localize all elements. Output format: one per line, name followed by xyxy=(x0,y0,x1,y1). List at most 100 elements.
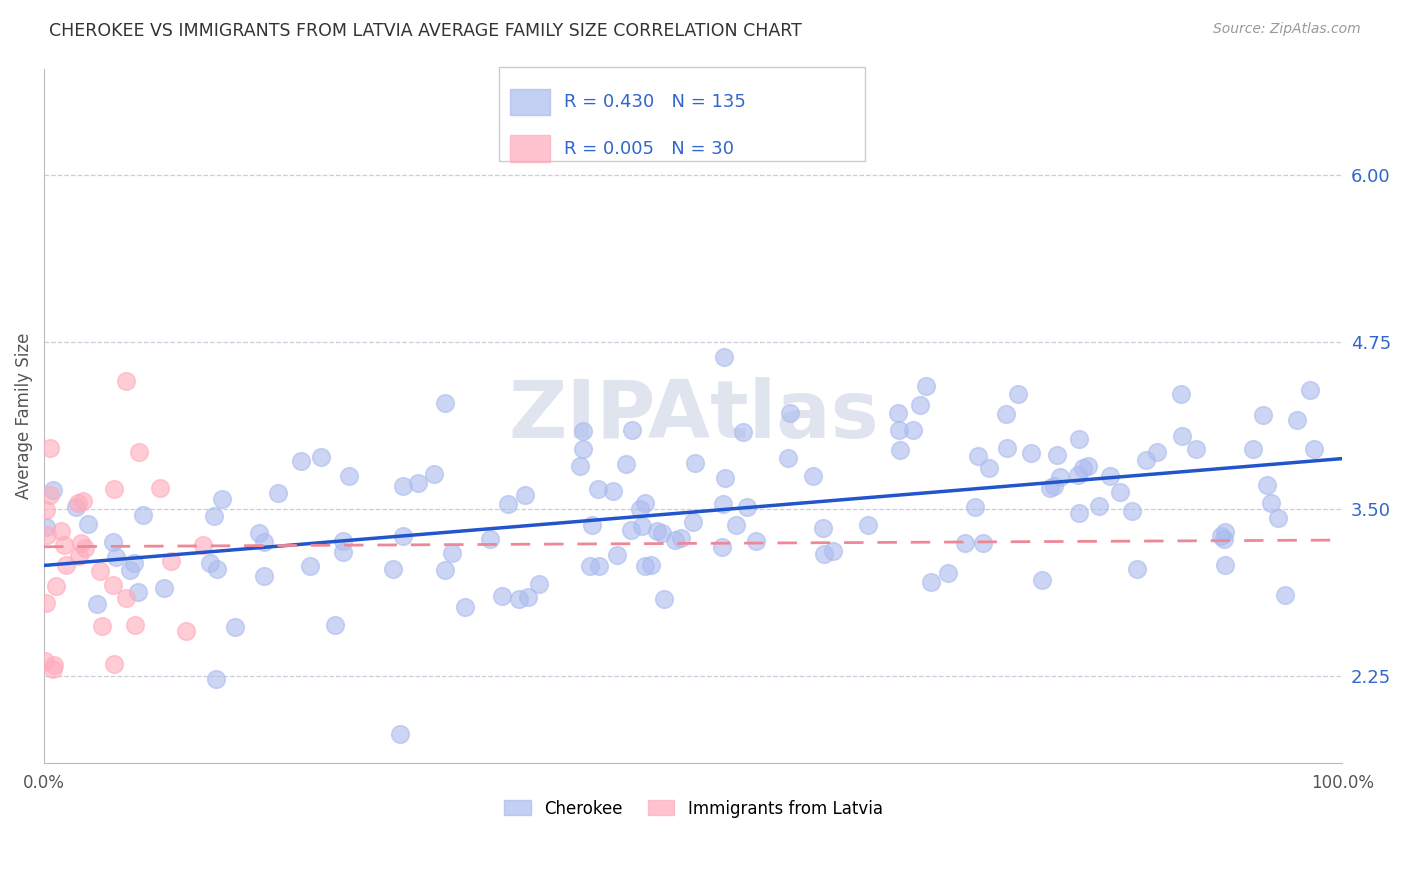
Point xyxy=(1043,479,1066,493)
Point xyxy=(664,533,686,547)
Point xyxy=(392,479,415,493)
Point xyxy=(72,494,94,508)
Point xyxy=(202,508,225,523)
Point xyxy=(479,532,502,546)
Point xyxy=(631,519,654,533)
Point xyxy=(337,469,360,483)
Point xyxy=(224,620,246,634)
Point xyxy=(89,564,111,578)
Point xyxy=(91,619,114,633)
Point xyxy=(45,578,67,592)
Point xyxy=(733,425,755,439)
Point xyxy=(714,471,737,485)
Point xyxy=(128,445,150,459)
Point xyxy=(972,536,994,550)
Y-axis label: Average Family Size: Average Family Size xyxy=(15,333,32,499)
Point xyxy=(803,469,825,483)
Point xyxy=(1007,386,1029,401)
Point xyxy=(381,561,404,575)
Point xyxy=(38,488,60,502)
Point xyxy=(936,566,959,581)
Legend: Cherokee, Immigrants from Latvia: Cherokee, Immigrants from Latvia xyxy=(498,793,889,824)
Point xyxy=(745,534,768,549)
Point xyxy=(811,520,834,534)
Point xyxy=(901,423,924,437)
Point xyxy=(101,578,124,592)
Point xyxy=(75,541,97,556)
Point xyxy=(35,520,58,534)
Point xyxy=(205,562,228,576)
Point xyxy=(205,672,228,686)
Point xyxy=(200,556,222,570)
Point xyxy=(174,624,197,638)
Point xyxy=(115,591,138,606)
Point xyxy=(953,536,976,550)
Point xyxy=(652,592,675,607)
Point xyxy=(391,529,413,543)
Point xyxy=(779,407,801,421)
Point xyxy=(640,558,662,572)
Point xyxy=(1213,558,1236,573)
Point xyxy=(508,592,530,607)
Point xyxy=(42,662,65,676)
Point xyxy=(1088,500,1111,514)
Point xyxy=(132,508,155,522)
Point xyxy=(52,538,75,552)
Point xyxy=(614,457,637,471)
Point xyxy=(153,582,176,596)
Text: ZIPAtlas: ZIPAtlas xyxy=(508,376,879,455)
Point xyxy=(1039,481,1062,495)
Point xyxy=(910,398,932,412)
Point xyxy=(776,451,799,466)
Point xyxy=(1253,409,1275,423)
Point xyxy=(1031,573,1053,587)
Point xyxy=(290,453,312,467)
Point xyxy=(889,423,911,437)
Point xyxy=(42,658,65,673)
Point xyxy=(491,589,513,603)
Point xyxy=(332,545,354,559)
Text: R = 0.430   N = 135: R = 0.430 N = 135 xyxy=(564,93,745,111)
Point xyxy=(586,482,609,496)
Point xyxy=(122,556,145,570)
Point xyxy=(253,568,276,582)
Point xyxy=(571,442,593,456)
Point xyxy=(1285,413,1308,427)
Point xyxy=(253,535,276,549)
Point xyxy=(682,515,704,529)
Point xyxy=(823,544,845,558)
Point xyxy=(34,654,56,668)
Point xyxy=(513,487,536,501)
Point xyxy=(86,598,108,612)
Point xyxy=(1099,468,1122,483)
Point xyxy=(602,484,624,499)
Point xyxy=(620,523,643,537)
Point xyxy=(569,459,592,474)
Point xyxy=(1073,460,1095,475)
Point xyxy=(160,554,183,568)
Point xyxy=(813,547,835,561)
Point xyxy=(621,423,644,437)
Text: CHEROKEE VS IMMIGRANTS FROM LATVIA AVERAGE FAMILY SIZE CORRELATION CHART: CHEROKEE VS IMMIGRANTS FROM LATVIA AVERA… xyxy=(49,22,801,40)
Point xyxy=(127,585,149,599)
Point xyxy=(651,525,673,540)
Point xyxy=(581,518,603,533)
Point xyxy=(856,518,879,533)
Point xyxy=(42,483,65,497)
Point xyxy=(1146,445,1168,459)
Point xyxy=(496,497,519,511)
Point xyxy=(967,449,990,463)
Point xyxy=(267,486,290,500)
Point xyxy=(35,596,58,610)
Point xyxy=(406,475,429,490)
Point xyxy=(124,618,146,632)
Point xyxy=(1302,442,1324,456)
Point xyxy=(606,548,628,562)
Point xyxy=(1135,453,1157,467)
Point xyxy=(671,531,693,545)
Point xyxy=(578,559,600,574)
Point xyxy=(76,517,98,532)
Point xyxy=(66,495,89,509)
Point xyxy=(389,727,412,741)
Point xyxy=(39,441,62,455)
